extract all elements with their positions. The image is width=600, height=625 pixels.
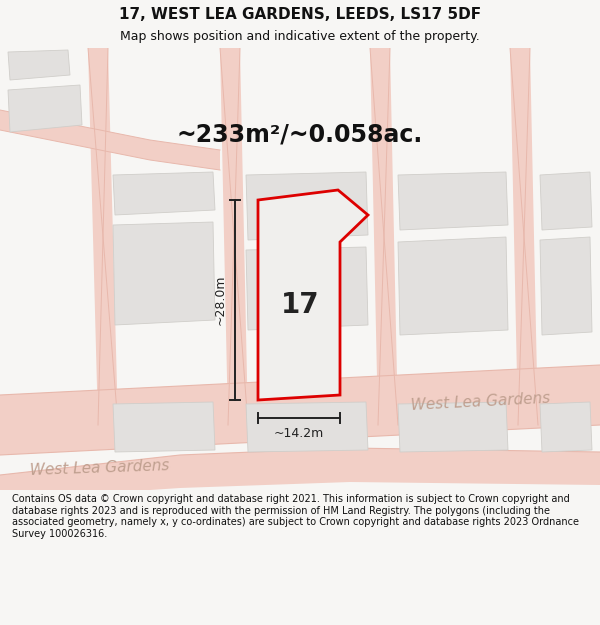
Polygon shape — [398, 172, 508, 230]
Polygon shape — [113, 402, 215, 452]
Polygon shape — [220, 48, 248, 425]
Polygon shape — [246, 402, 368, 452]
Polygon shape — [510, 48, 538, 425]
Text: West Lea Gardens: West Lea Gardens — [30, 458, 170, 478]
Polygon shape — [0, 110, 220, 170]
Polygon shape — [113, 172, 215, 215]
Polygon shape — [398, 237, 508, 335]
Text: ~14.2m: ~14.2m — [274, 427, 324, 440]
Polygon shape — [8, 50, 70, 80]
Polygon shape — [113, 222, 215, 325]
Text: Map shows position and indicative extent of the property.: Map shows position and indicative extent… — [120, 30, 480, 43]
Polygon shape — [8, 85, 82, 132]
Polygon shape — [246, 247, 368, 330]
Text: ~233m²/~0.058ac.: ~233m²/~0.058ac. — [177, 123, 423, 147]
Text: 17: 17 — [281, 291, 319, 319]
Polygon shape — [258, 190, 368, 400]
Text: West Lea Gardens: West Lea Gardens — [410, 391, 550, 413]
Polygon shape — [88, 48, 118, 425]
Text: ~28.0m: ~28.0m — [214, 275, 227, 325]
Polygon shape — [246, 172, 368, 240]
Text: Contains OS data © Crown copyright and database right 2021. This information is : Contains OS data © Crown copyright and d… — [12, 494, 579, 539]
Polygon shape — [540, 237, 592, 335]
Polygon shape — [0, 365, 600, 455]
Polygon shape — [370, 48, 398, 425]
Polygon shape — [540, 172, 592, 230]
Polygon shape — [540, 402, 592, 452]
Text: 17, WEST LEA GARDENS, LEEDS, LS17 5DF: 17, WEST LEA GARDENS, LEEDS, LS17 5DF — [119, 8, 481, 22]
Polygon shape — [0, 448, 600, 500]
Polygon shape — [398, 402, 508, 452]
